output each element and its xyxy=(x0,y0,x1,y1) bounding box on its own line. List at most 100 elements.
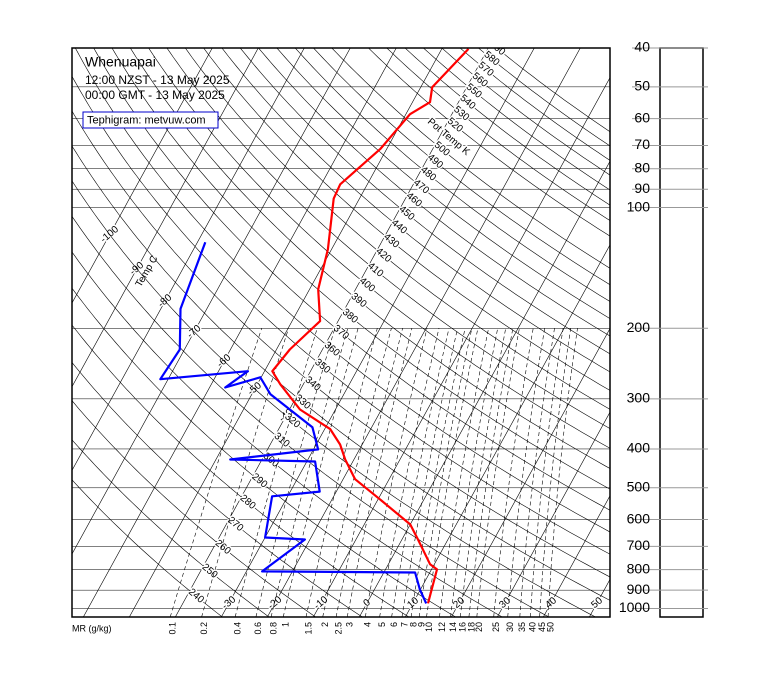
mixing-ratio-label: 3 xyxy=(345,622,355,627)
isentrope-label: 590 xyxy=(487,39,507,58)
mixing-ratio-label: 0.2 xyxy=(199,622,209,635)
mixing-ratio-line xyxy=(547,328,578,617)
isentrope xyxy=(478,48,610,147)
mixing-ratio-label: 25 xyxy=(491,622,501,632)
mixing-ratio-line xyxy=(391,328,450,617)
y-tick-label: 90 xyxy=(634,180,650,196)
isotherm xyxy=(451,327,610,617)
isentrope xyxy=(404,48,610,206)
isotherm xyxy=(129,48,443,617)
isentrope xyxy=(72,324,410,617)
source-box xyxy=(82,111,219,129)
mixing-ratio-label: 0.1 xyxy=(168,622,178,635)
y-tick-label: 70 xyxy=(634,136,650,152)
isotherm xyxy=(221,48,535,617)
isentrope xyxy=(459,48,610,161)
subtitle: 00:00 GMT - 13 May 2025 xyxy=(85,88,225,102)
isentrope xyxy=(258,48,610,337)
mixing-ratio-label: 0.6 xyxy=(253,622,263,635)
isentrope xyxy=(72,479,223,617)
mixing-ratio-label: 5 xyxy=(377,622,387,627)
mixing-ratio-line xyxy=(201,328,289,617)
isentrope xyxy=(72,180,596,617)
isentrope xyxy=(111,48,610,490)
isentrope xyxy=(313,48,610,286)
y-tick-label: 800 xyxy=(627,560,651,576)
isentrope xyxy=(148,48,610,449)
isentrope xyxy=(221,48,610,373)
mixing-ratio-label: 20 xyxy=(474,622,484,632)
isentrope xyxy=(331,48,610,269)
isentrope xyxy=(72,439,270,617)
plot-frame xyxy=(71,47,611,618)
isotherm xyxy=(72,48,259,388)
isentrope xyxy=(166,48,610,429)
mixing-ratio-label: 1 xyxy=(281,622,291,627)
mixing-ratio-label: 10 xyxy=(424,622,434,632)
mixing-ratio-line xyxy=(282,328,359,617)
isentrope xyxy=(239,48,610,355)
mixing-ratio-line xyxy=(234,328,318,617)
mixing-ratio-line xyxy=(255,328,336,617)
y-tick-label: 500 xyxy=(627,479,651,495)
subtitle: 12:00 NZST - 13 May 2025 xyxy=(85,73,230,87)
isentrope xyxy=(368,48,610,237)
isentrope xyxy=(72,110,610,578)
isotherm xyxy=(83,48,397,617)
isentrope xyxy=(72,251,503,617)
isentrope xyxy=(203,48,610,391)
isentrope xyxy=(386,48,610,221)
isentrope xyxy=(72,287,456,617)
isentrope xyxy=(72,75,610,555)
isentrope xyxy=(72,215,550,617)
mixing-ratio-line xyxy=(270,328,349,617)
mixing-ratio-label: 18 xyxy=(466,622,476,632)
isotherm xyxy=(267,48,581,617)
isentrope xyxy=(441,48,610,176)
y-tick-label: 900 xyxy=(627,581,651,597)
mixing-ratio-label: 12 xyxy=(437,622,447,632)
isotherm xyxy=(543,495,610,617)
isentrope xyxy=(130,48,610,469)
mixing-ratio-label: 2.5 xyxy=(333,622,343,635)
isotherm xyxy=(72,48,305,471)
isentrope xyxy=(72,400,316,617)
source: Tephigram: metvuw.com xyxy=(87,114,206,126)
y-tick-label: 40 xyxy=(634,39,650,55)
profile-line xyxy=(271,48,470,604)
y-tick-label: 600 xyxy=(627,510,651,526)
y-tick-label: 700 xyxy=(627,537,651,553)
profile-line xyxy=(159,241,428,604)
mixing-ratio-label: 2 xyxy=(320,622,330,627)
y-tick-label: 300 xyxy=(627,390,651,406)
mixing-ratio-label: 6 xyxy=(389,622,399,627)
mixing-ratio-line xyxy=(346,328,413,617)
mixing-ratio-label: 4 xyxy=(363,622,373,627)
chart-title: Whenuapai xyxy=(85,54,156,70)
y-tick-label: 60 xyxy=(634,109,650,125)
mixing-ratio-label: 0.8 xyxy=(268,622,278,635)
isotherm xyxy=(405,244,610,617)
y-tick-label: 50 xyxy=(634,78,650,94)
mixing-ratio-line xyxy=(539,328,571,617)
mixing-ratio-line xyxy=(322,328,392,617)
mixing-ratio-label: 30 xyxy=(505,622,515,632)
mixing-ratio-label: 50 xyxy=(545,622,555,632)
mixing-ratio-line xyxy=(305,328,378,617)
isentrope xyxy=(294,48,610,302)
mixing-ratio-label: 9 xyxy=(417,622,427,627)
mixing-ratio-label: 40 xyxy=(528,622,538,632)
mixing-ratio-label: 14 xyxy=(448,622,458,632)
mixing-ratio-label: 1.5 xyxy=(303,622,313,635)
y-tick-label: 80 xyxy=(634,159,650,175)
isentrope xyxy=(75,48,610,533)
mixing-ratio-label: 45 xyxy=(537,622,547,632)
mixing-ratio-label: 35 xyxy=(517,622,527,632)
y-tick-label: 1000 xyxy=(619,599,650,615)
isotherm xyxy=(175,48,489,617)
isentrope xyxy=(72,362,363,617)
mixing-ratio-label: 8 xyxy=(408,622,418,627)
isotherm xyxy=(72,48,213,304)
mixing-ratio-line xyxy=(335,328,403,617)
